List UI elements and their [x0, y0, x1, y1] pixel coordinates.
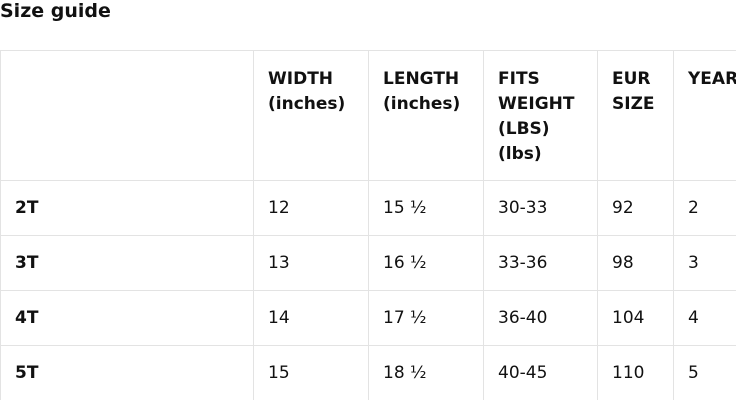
- table-cell: 17 ½: [368, 290, 484, 346]
- table-cell: 5: [673, 345, 736, 400]
- table-cell: 4: [673, 290, 736, 346]
- table-row: 4T 14 17 ½ 36-40 104 4: [0, 290, 736, 346]
- column-header: WIDTH (inches): [253, 50, 369, 181]
- page-title: Size guide: [0, 0, 111, 22]
- size-label: 2T: [0, 180, 254, 236]
- table-cell: 36-40: [483, 290, 598, 346]
- header-row: WIDTH (inches) LENGTH (inches) FITS WEIGHT…: [0, 50, 736, 181]
- table-cell: 15: [253, 345, 369, 400]
- table-cell: 104: [597, 290, 674, 346]
- size-guide-table: WIDTH (inches) LENGTH (inches) FITS WEIGHT…: [0, 50, 736, 400]
- table-cell: 98: [597, 235, 674, 291]
- size-label: 3T: [0, 235, 254, 291]
- table-cell: 30-33: [483, 180, 598, 236]
- table-cell: 40-45: [483, 345, 598, 400]
- size-label: 4T: [0, 290, 254, 346]
- table-row: 2T 12 15 ½ 30-33 92 2: [0, 180, 736, 236]
- column-header: [0, 50, 254, 181]
- column-header: EUR SIZE: [597, 50, 674, 181]
- table-row: 3T 13 16 ½ 33-36 98 3: [0, 235, 736, 291]
- table-cell: 16 ½: [368, 235, 484, 291]
- size-guide-table-container[interactable]: WIDTH (inches) LENGTH (inches) FITS WEIGHT…: [0, 50, 736, 400]
- table-cell: 12: [253, 180, 369, 236]
- table-cell: 18 ½: [368, 345, 484, 400]
- table-cell: 3: [673, 235, 736, 291]
- column-header: YEAR: [673, 50, 736, 181]
- table-cell: 13: [253, 235, 369, 291]
- table-cell: 33-36: [483, 235, 598, 291]
- table-cell: 2: [673, 180, 736, 236]
- table-row: 5T 15 18 ½ 40-45 110 5: [0, 345, 736, 400]
- column-header: LENGTH (inches): [368, 50, 484, 181]
- table-cell: 92: [597, 180, 674, 236]
- table-cell: 14: [253, 290, 369, 346]
- table-cell: 15 ½: [368, 180, 484, 236]
- table-cell: 110: [597, 345, 674, 400]
- column-header: FITS WEIGHT (LBS) (lbs): [483, 50, 598, 181]
- size-label: 5T: [0, 345, 254, 400]
